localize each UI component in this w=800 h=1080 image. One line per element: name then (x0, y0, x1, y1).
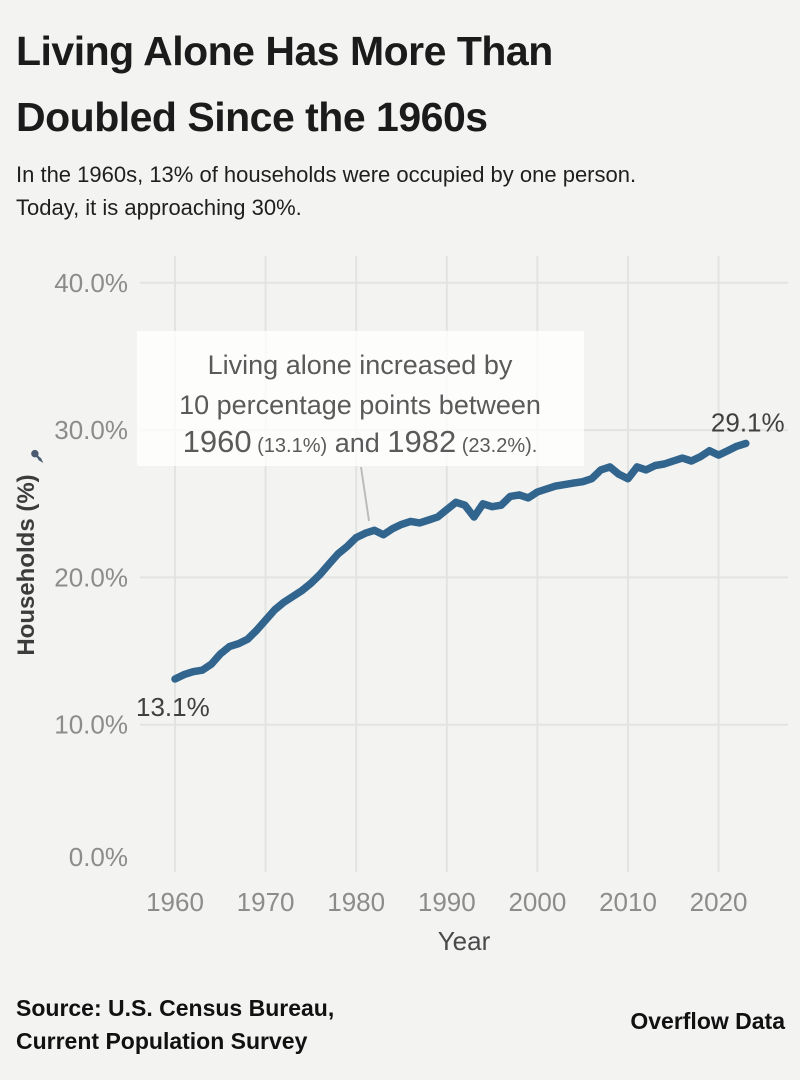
x-axis-title: Year (438, 926, 491, 956)
y-axis-tick-label: 10.0% (54, 710, 128, 740)
annotation-line-3: 1960 (13.1%) and 1982 (23.2%). (183, 424, 538, 459)
page-title: Living Alone Has More Than Doubled Since … (16, 18, 676, 150)
x-axis-tick-label: 1970 (237, 887, 295, 917)
brand-label: Overflow Data (630, 1008, 785, 1034)
annotation-leader-line (360, 466, 370, 522)
x-axis-tick-label: 2010 (599, 887, 657, 917)
trend-line[interactable] (171, 439, 750, 683)
x-axis-tick-label: 2000 (508, 887, 566, 917)
x-axis-tick-label: 1990 (418, 887, 476, 917)
annotation-box (137, 331, 584, 466)
x-axis-tick-label: 1960 (146, 887, 204, 917)
source-line-2: Current Population Survey (16, 1028, 308, 1054)
source-credit: Source: U.S. Census Bureau, Current Popul… (16, 992, 436, 1058)
start-value-label: 13.1% (136, 692, 210, 722)
x-axis-tick-label: 1980 (327, 887, 385, 917)
pin-icon[interactable] (30, 448, 46, 465)
x-axis-tick-label: 2020 (690, 887, 748, 917)
source-line-1: Source: U.S. Census Bureau, (16, 995, 335, 1021)
y-axis-title: Households (%) (13, 474, 40, 655)
y-axis-tick-label: 0.0% (69, 842, 128, 872)
y-axis-tick-label: 20.0% (54, 562, 128, 592)
title-line-1: Living Alone Has More Than (16, 28, 553, 74)
annotation-line-2: 10 percentage points between (179, 390, 541, 420)
annotation-line-1: Living alone increased by (208, 350, 513, 380)
end-value-label: 29.1% (711, 407, 785, 437)
y-axis-tick-label: 40.0% (54, 268, 128, 298)
subtitle-line-2: Today, it is approaching 30%. (16, 195, 302, 220)
subtitle-line-1: In the 1960s, 13% of households were occ… (16, 162, 637, 187)
title-line-2: Doubled Since the 1960s (16, 94, 488, 140)
page-subtitle: In the 1960s, 13% of households were occ… (16, 158, 756, 224)
y-axis-tick-label: 30.0% (54, 415, 128, 445)
